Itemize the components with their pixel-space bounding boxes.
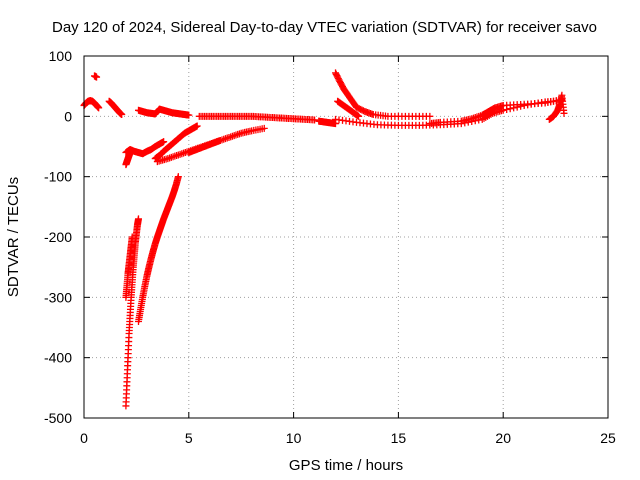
series-neg-2-4 [122, 138, 168, 158]
y-tick-label: -100 [44, 169, 72, 185]
x-tick-label: 25 [600, 430, 616, 446]
series-deep-2.0-2.3 [122, 233, 136, 301]
data-point [134, 215, 142, 223]
data-point [216, 136, 224, 144]
data-point [126, 149, 134, 157]
data-point [260, 124, 268, 132]
y-tick-label: -200 [44, 229, 72, 245]
y-tick-labels: -500 -400 -300 -200 -100 0 100 [44, 48, 72, 426]
data-point [426, 112, 434, 120]
x-tick-label: 20 [495, 430, 511, 446]
x-tick-labels: 0 5 10 15 20 25 [80, 430, 616, 446]
series-arc-near-zero-start [80, 97, 103, 112]
data-point [311, 116, 319, 124]
series-arc-5-10-zero [195, 112, 319, 124]
series-arc-11-12 [315, 117, 340, 128]
series-descending-12 [332, 69, 434, 120]
data-point [185, 111, 193, 119]
series-arc-1-1.8 [105, 97, 126, 119]
y-tick-label: -500 [44, 410, 72, 426]
series-end-arcs [545, 91, 568, 123]
chart-title: Day 120 of 2024, Sidereal Day-to-day VTE… [52, 19, 597, 36]
data-point [355, 112, 363, 120]
data-point [160, 138, 168, 146]
data-point [174, 173, 182, 181]
series-long-17-23 [426, 95, 566, 128]
x-tick-label: 10 [286, 430, 302, 446]
data-point [118, 111, 126, 119]
data-point [95, 104, 103, 112]
series-neg-3.5-5.5 [151, 122, 201, 163]
data-point [93, 73, 101, 81]
data-points [80, 69, 568, 410]
x-tick-label: 0 [80, 430, 88, 446]
y-tick-label: -300 [44, 289, 72, 305]
data-point [193, 122, 201, 130]
series-arc-12-13 [334, 97, 363, 120]
series-neg-5-6.5 [185, 136, 224, 157]
data-point [560, 109, 568, 117]
y-tick-label: 100 [49, 48, 73, 64]
y-tick-label: -400 [44, 350, 72, 366]
series-arc-2.5-4.5-zero [134, 105, 193, 119]
y-axis-title: SDTVAR / TECUs [5, 177, 22, 297]
series-isolated-high [90, 72, 101, 81]
x-tick-label: 5 [185, 430, 193, 446]
x-tick-label: 15 [391, 430, 407, 446]
series-deep-2.6-4.5 [134, 173, 182, 325]
x-axis-title: GPS time / hours [289, 457, 403, 474]
y-tick-label: 0 [64, 108, 72, 124]
data-point [128, 233, 136, 241]
series-neg-2.1-low [122, 149, 134, 169]
axis-ticks [83, 55, 609, 419]
